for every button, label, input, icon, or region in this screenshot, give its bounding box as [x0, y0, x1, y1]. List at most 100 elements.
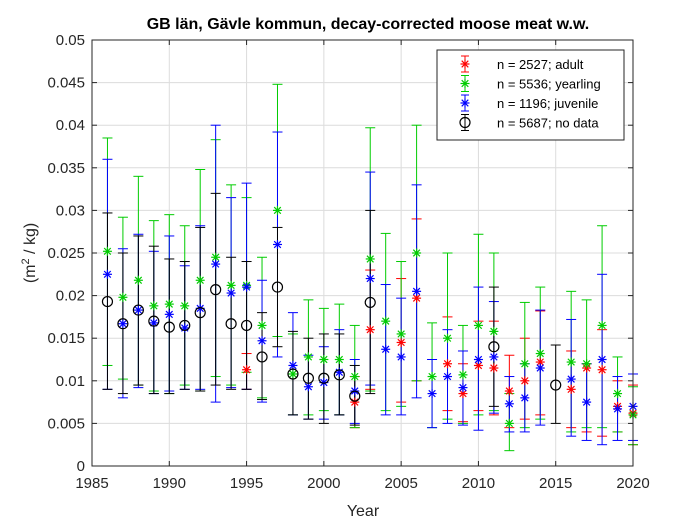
- data-point-star: [272, 205, 282, 215]
- data-point-star: [334, 367, 344, 377]
- star-stroke: [521, 394, 529, 402]
- data-point-star: [597, 355, 607, 364]
- star-stroke: [119, 319, 127, 328]
- data-point-star: [458, 383, 468, 393]
- star-stroke: [211, 253, 220, 261]
- star-stroke: [443, 360, 452, 368]
- star-stroke: [304, 383, 313, 391]
- star-stroke: [412, 249, 421, 257]
- star-stroke: [165, 310, 174, 319]
- legend-entry: n = 5536; yearling: [460, 75, 601, 92]
- star-stroke: [258, 321, 266, 330]
- star-stroke: [443, 372, 452, 381]
- y-tick-label: 0.015: [47, 330, 85, 347]
- legend: n = 2527; adult n = 5536; yearling n = 119…: [436, 49, 625, 141]
- data-point-circle: [225, 318, 237, 330]
- data-point-star: [504, 399, 514, 409]
- data-point-circle: [488, 341, 500, 353]
- data-point-star: [381, 316, 391, 326]
- y-axis-label-superscript: 2: [20, 258, 32, 264]
- star-stroke: [598, 365, 606, 374]
- star-stroke: [366, 325, 374, 334]
- data-point-star: [102, 246, 112, 256]
- legend-marker-star: [460, 79, 470, 88]
- star-stroke: [613, 389, 622, 398]
- error-bar: [303, 337, 314, 420]
- data-point-circle: [210, 284, 222, 296]
- data-point-star: [443, 372, 453, 382]
- star-stroke: [381, 345, 390, 354]
- x-tick-label: 1985: [75, 475, 108, 492]
- data-point-star: [272, 239, 282, 249]
- data-point-star: [566, 384, 576, 394]
- star-stroke: [412, 287, 421, 296]
- star-stroke: [567, 385, 575, 394]
- data-point-star: [473, 355, 483, 364]
- data-point-circle: [318, 372, 330, 384]
- data-point-star: [242, 365, 252, 375]
- x-tick-label: 2000: [307, 475, 340, 492]
- axis-ticks: 1985 1990 1995 2000 2005 2010 2015 2020 0 0.005 0.…: [47, 32, 649, 492]
- y-tick-label: 0.045: [47, 75, 85, 92]
- error-bar: [210, 192, 221, 386]
- x-axis-label: Year: [347, 503, 380, 520]
- legend-label: n = 1196; juvenile: [497, 96, 598, 111]
- data-point-star: [303, 382, 313, 392]
- star-stroke: [428, 389, 436, 398]
- y-axis-label-main: (m: [22, 265, 39, 284]
- error-bar: [365, 209, 376, 395]
- data-point-circle: [194, 307, 206, 319]
- star-stroke: [459, 371, 467, 379]
- data-point-star: [443, 333, 453, 343]
- star-stroke: [490, 327, 498, 336]
- chart-title: GB län, Gävle kommun, decay-corrected mo…: [147, 16, 590, 33]
- star-stroke: [505, 419, 514, 428]
- data-point-star: [489, 352, 499, 362]
- star-stroke: [567, 375, 575, 383]
- star-stroke: [103, 270, 112, 279]
- data-point-star: [427, 389, 437, 399]
- y-tick-label: 0.04: [56, 117, 85, 134]
- star-stroke: [505, 400, 514, 408]
- star-stroke: [428, 372, 436, 381]
- data-point-star: [133, 275, 143, 285]
- data-point-circle: [179, 319, 191, 332]
- data-point-circle: [163, 321, 175, 333]
- data-point-star: [396, 337, 406, 347]
- legend-label: n = 5536; yearling: [497, 77, 601, 92]
- star-stroke: [521, 377, 529, 385]
- y-axis-label-rest: / kg): [22, 223, 39, 259]
- data-point-star: [319, 355, 329, 364]
- legend-marker-star: [460, 59, 470, 69]
- x-tick-label: 1995: [230, 475, 263, 492]
- data-point-circle: [333, 369, 345, 381]
- star-stroke: [289, 370, 297, 378]
- y-tick-label: 0.025: [47, 245, 85, 262]
- data-point-star: [520, 393, 530, 403]
- data-point-star: [303, 352, 313, 362]
- data-point-circle: [101, 295, 114, 308]
- star-stroke: [505, 387, 514, 395]
- data-point-star: [582, 359, 592, 369]
- star-stroke: [351, 398, 359, 406]
- data-point-star: [211, 259, 221, 269]
- data-point-star: [535, 363, 545, 373]
- x-tick-label: 2020: [616, 475, 649, 492]
- data-point-star: [566, 357, 576, 367]
- legend-marker-star: [460, 98, 470, 108]
- y-axis-label: (m2 / kg): [20, 223, 39, 283]
- data-point-star: [489, 326, 499, 336]
- data-point-star: [458, 389, 468, 399]
- legend-entry: n = 5687; no data: [459, 114, 599, 131]
- star-stroke: [598, 321, 606, 330]
- star-stroke: [242, 283, 251, 291]
- star-stroke: [443, 334, 452, 342]
- x-tick-label: 2015: [539, 475, 572, 492]
- data-point-star: [613, 404, 623, 414]
- error-bar: [226, 256, 237, 390]
- star-stroke: [351, 372, 359, 381]
- star-stroke: [335, 355, 344, 364]
- star-stroke: [134, 306, 143, 314]
